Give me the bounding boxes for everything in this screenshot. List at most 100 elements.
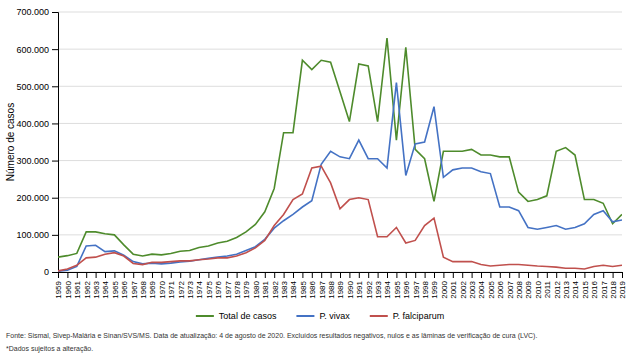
- x-tick-mark: [274, 272, 275, 278]
- x-tick: 1993: [374, 272, 383, 299]
- x-tick-label: 2019: [618, 280, 627, 298]
- grid-line: [58, 123, 622, 124]
- grid-line: [58, 160, 622, 161]
- y-tick: 100.000: [16, 230, 58, 240]
- x-tick: 2015: [581, 272, 590, 299]
- series-line: [58, 166, 622, 271]
- x-tick-mark: [462, 272, 463, 278]
- x-tick-mark: [528, 272, 529, 278]
- x-tick: 2002: [459, 272, 468, 299]
- y-tick: 600.000: [16, 45, 58, 55]
- x-tick-label: 1994: [383, 280, 392, 298]
- x-tick: 1972: [177, 272, 186, 299]
- x-tick: 1985: [299, 272, 308, 299]
- x-tick-mark: [143, 272, 144, 278]
- x-tick-label: 2004: [477, 280, 486, 298]
- x-tick-label: 1988: [327, 280, 336, 298]
- x-tick: 1975: [205, 272, 214, 299]
- x-tick-label: 1997: [412, 280, 421, 298]
- x-tick-mark: [114, 272, 115, 278]
- x-tick: 1999: [430, 272, 439, 299]
- legend-item: Total de casos: [196, 311, 277, 321]
- x-tick-mark: [171, 272, 172, 278]
- x-tick-mark: [124, 272, 125, 278]
- x-tick: 2003: [468, 272, 477, 299]
- grid-line: [58, 86, 622, 87]
- x-tick: 1997: [412, 272, 421, 299]
- x-tick-label: 1999: [430, 280, 439, 298]
- x-tick-label: 1960: [64, 280, 73, 298]
- x-tick-mark: [575, 272, 576, 278]
- x-tick: 1964: [101, 272, 110, 299]
- x-tick-label: 1971: [167, 280, 176, 298]
- x-tick-label: 2013: [562, 280, 571, 298]
- x-tick-mark: [396, 272, 397, 278]
- x-tick: 1983: [280, 272, 289, 299]
- x-tick-mark: [255, 272, 256, 278]
- footnote: Fonte: Sismal, Sivep-Malária e Sinan/SVS…: [6, 332, 537, 340]
- x-tick-mark: [237, 272, 238, 278]
- x-tick: 2011: [543, 272, 552, 298]
- x-tick-mark: [434, 272, 435, 278]
- x-tick: 1996: [402, 272, 411, 299]
- x-tick: 2014: [571, 272, 580, 299]
- y-tick-label: 100.000: [16, 230, 49, 240]
- x-tick: 1961: [73, 272, 82, 299]
- x-tick: 1984: [289, 272, 298, 299]
- x-tick-mark: [603, 272, 604, 278]
- x-tick: 2016: [590, 272, 599, 299]
- x-tick-label: 1972: [177, 280, 186, 298]
- x-tick-mark: [208, 272, 209, 278]
- x-tick: 1968: [139, 272, 148, 299]
- x-tick: 2006: [496, 272, 505, 299]
- legend-item: P. falciparum: [370, 311, 444, 321]
- grid-line: [58, 12, 622, 13]
- x-tick-label: 1967: [130, 280, 139, 298]
- x-tick-mark: [500, 272, 501, 278]
- x-tick-mark: [490, 272, 491, 278]
- x-tick-label: 2001: [449, 280, 458, 298]
- x-tick-label: 2014: [571, 280, 580, 298]
- x-tick-mark: [481, 272, 482, 278]
- legend-swatch: [370, 315, 388, 317]
- x-tick-label: 1984: [289, 280, 298, 298]
- y-tick-mark: [52, 161, 58, 162]
- x-tick-label: 2010: [534, 280, 543, 298]
- x-tick-mark: [96, 272, 97, 278]
- x-tick: 1969: [148, 272, 157, 299]
- x-tick: 2017: [600, 272, 609, 299]
- x-tick: 1998: [421, 272, 430, 299]
- x-tick-mark: [519, 272, 520, 278]
- x-tick-label: 2012: [553, 280, 562, 298]
- x-tick-mark: [443, 272, 444, 278]
- x-tick-mark: [133, 272, 134, 278]
- x-tick-label: 2007: [506, 280, 515, 298]
- x-tick-label: 1992: [365, 280, 374, 298]
- x-tick: 1986: [308, 272, 317, 299]
- x-tick-mark: [246, 272, 247, 278]
- x-tick: 2018: [609, 272, 618, 299]
- x-tick: 1967: [130, 272, 139, 299]
- x-tick-label: 1959: [54, 280, 63, 298]
- x-tick: 1988: [327, 272, 336, 299]
- x-tick-mark: [509, 272, 510, 278]
- x-tick: 1982: [271, 272, 280, 299]
- x-tick-label: 1966: [120, 280, 129, 298]
- x-tick-mark: [594, 272, 595, 278]
- x-tick-mark: [265, 272, 266, 278]
- x-tick-label: 1989: [336, 280, 345, 298]
- x-tick-label: 2016: [590, 280, 599, 298]
- series-line: [58, 38, 622, 257]
- x-tick-mark: [190, 272, 191, 278]
- x-tick-mark: [359, 272, 360, 278]
- lines: [58, 38, 622, 271]
- x-tick-label: 1977: [224, 280, 233, 298]
- x-tick: 1971: [167, 272, 176, 299]
- x-tick-mark: [180, 272, 181, 278]
- x-tick-mark: [67, 272, 68, 278]
- x-tick-label: 2009: [524, 280, 533, 298]
- x-tick-mark: [472, 272, 473, 278]
- x-tick-label: 2011: [543, 280, 552, 298]
- x-tick: 1992: [365, 272, 374, 299]
- x-tick-mark: [340, 272, 341, 278]
